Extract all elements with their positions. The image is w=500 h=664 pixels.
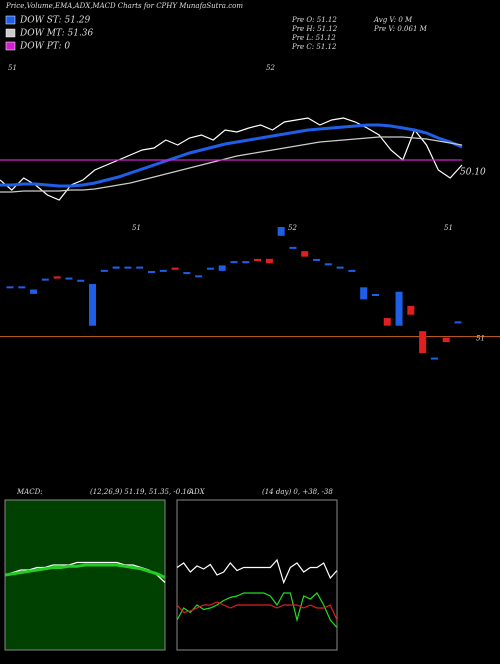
candle [336,266,344,269]
legend-swatch [5,28,16,38]
info-text: Pre O: 51.12 [291,16,337,24]
line [176,601,338,621]
candle [6,286,14,289]
candle [41,278,49,281]
candle [77,279,85,282]
candle [100,269,108,272]
annotation: 50.10 [460,168,486,178]
candle [136,266,144,269]
annotation: 51 [8,64,17,72]
candle [383,318,391,326]
candle [218,265,226,271]
candle [419,331,427,354]
annotation: 52 [266,64,275,72]
level-label: 51 [476,335,485,343]
candle [301,251,309,257]
candle [53,276,61,279]
info-text: Pre H: 51.12 [291,25,338,33]
legend-swatch [5,41,16,51]
candle [324,263,332,266]
candle [348,269,356,272]
candle [442,337,450,343]
info-text: Pre L: 51.12 [291,34,336,42]
candle [430,357,438,360]
candle [407,305,415,315]
line [176,592,338,628]
panel-title: ADX [188,488,206,496]
line [4,563,166,579]
candle [147,270,155,273]
candle [183,272,191,275]
line [0,123,463,188]
candle [395,291,403,326]
candle [371,294,379,296]
line [0,136,463,193]
annotation: 51 [132,224,141,232]
candle [171,267,179,270]
annotation: 51 [444,224,453,232]
line [0,117,463,201]
candle [65,277,73,280]
candle [159,269,167,272]
candle [206,267,214,270]
candle [254,258,262,262]
candle [195,275,203,278]
info-text: Avg V: 0 M [373,16,413,24]
candle [242,261,250,264]
candle [30,289,38,294]
candle [89,284,97,326]
candle [454,321,462,324]
panel-title: MACD: [16,488,43,496]
legend-label: DOW PT: 0 [19,42,70,52]
panel-subtitle: (14 day) 0, +38, -38 [262,488,333,496]
candle [112,266,120,269]
line [176,558,338,585]
legend-label: DOW MT: 51.36 [19,29,94,39]
info-text: Pre C: 51.12 [291,43,337,51]
annotation: 52 [288,224,297,232]
legend-label: DOW ST: 51.29 [19,16,90,26]
candle [277,227,285,236]
candle [289,246,297,249]
candle [124,266,132,269]
chart-title: Price,Volume,EMA,ADX,MACD Charts for CPH… [5,2,243,10]
candle [265,258,273,264]
legend-swatch [5,15,16,25]
line [4,561,166,583]
panel [4,499,166,651]
info-text: Pre V: 0.061 M [373,25,428,33]
panel [176,499,338,651]
panel-subtitle: (12,26,9) 51.19, 51.35, -0.16 [90,488,192,496]
candle [18,286,26,289]
candle [230,261,238,264]
candle [360,287,368,300]
candle [313,258,321,261]
